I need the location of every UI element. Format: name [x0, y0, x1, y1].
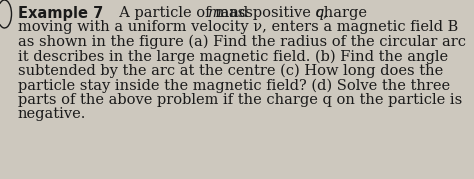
Text: moving with a uniform velocity ν, enters a magnetic field B: moving with a uniform velocity ν, enters… [18, 20, 458, 35]
Text: it describes in the large magnetic field. (b) Find the angle: it describes in the large magnetic field… [18, 49, 448, 64]
Text: particle stay inside the magnetic field? (d) Solve the three: particle stay inside the magnetic field?… [18, 78, 450, 93]
Text: as shown in the figure (a) Find the radius of the circular arc: as shown in the figure (a) Find the radi… [18, 35, 466, 49]
Text: A particle of mass: A particle of mass [110, 6, 258, 20]
Text: negative.: negative. [18, 107, 86, 121]
Text: Example 7: Example 7 [18, 6, 103, 21]
Text: parts of the above problem if the charge q on the particle is: parts of the above problem if the charge… [18, 93, 462, 107]
Text: subtended by the arc at the centre (c) How long does the: subtended by the arc at the centre (c) H… [18, 64, 443, 78]
Text: q,: q, [314, 6, 328, 20]
Text: m: m [208, 6, 221, 20]
Text: and positive charge: and positive charge [216, 6, 371, 20]
